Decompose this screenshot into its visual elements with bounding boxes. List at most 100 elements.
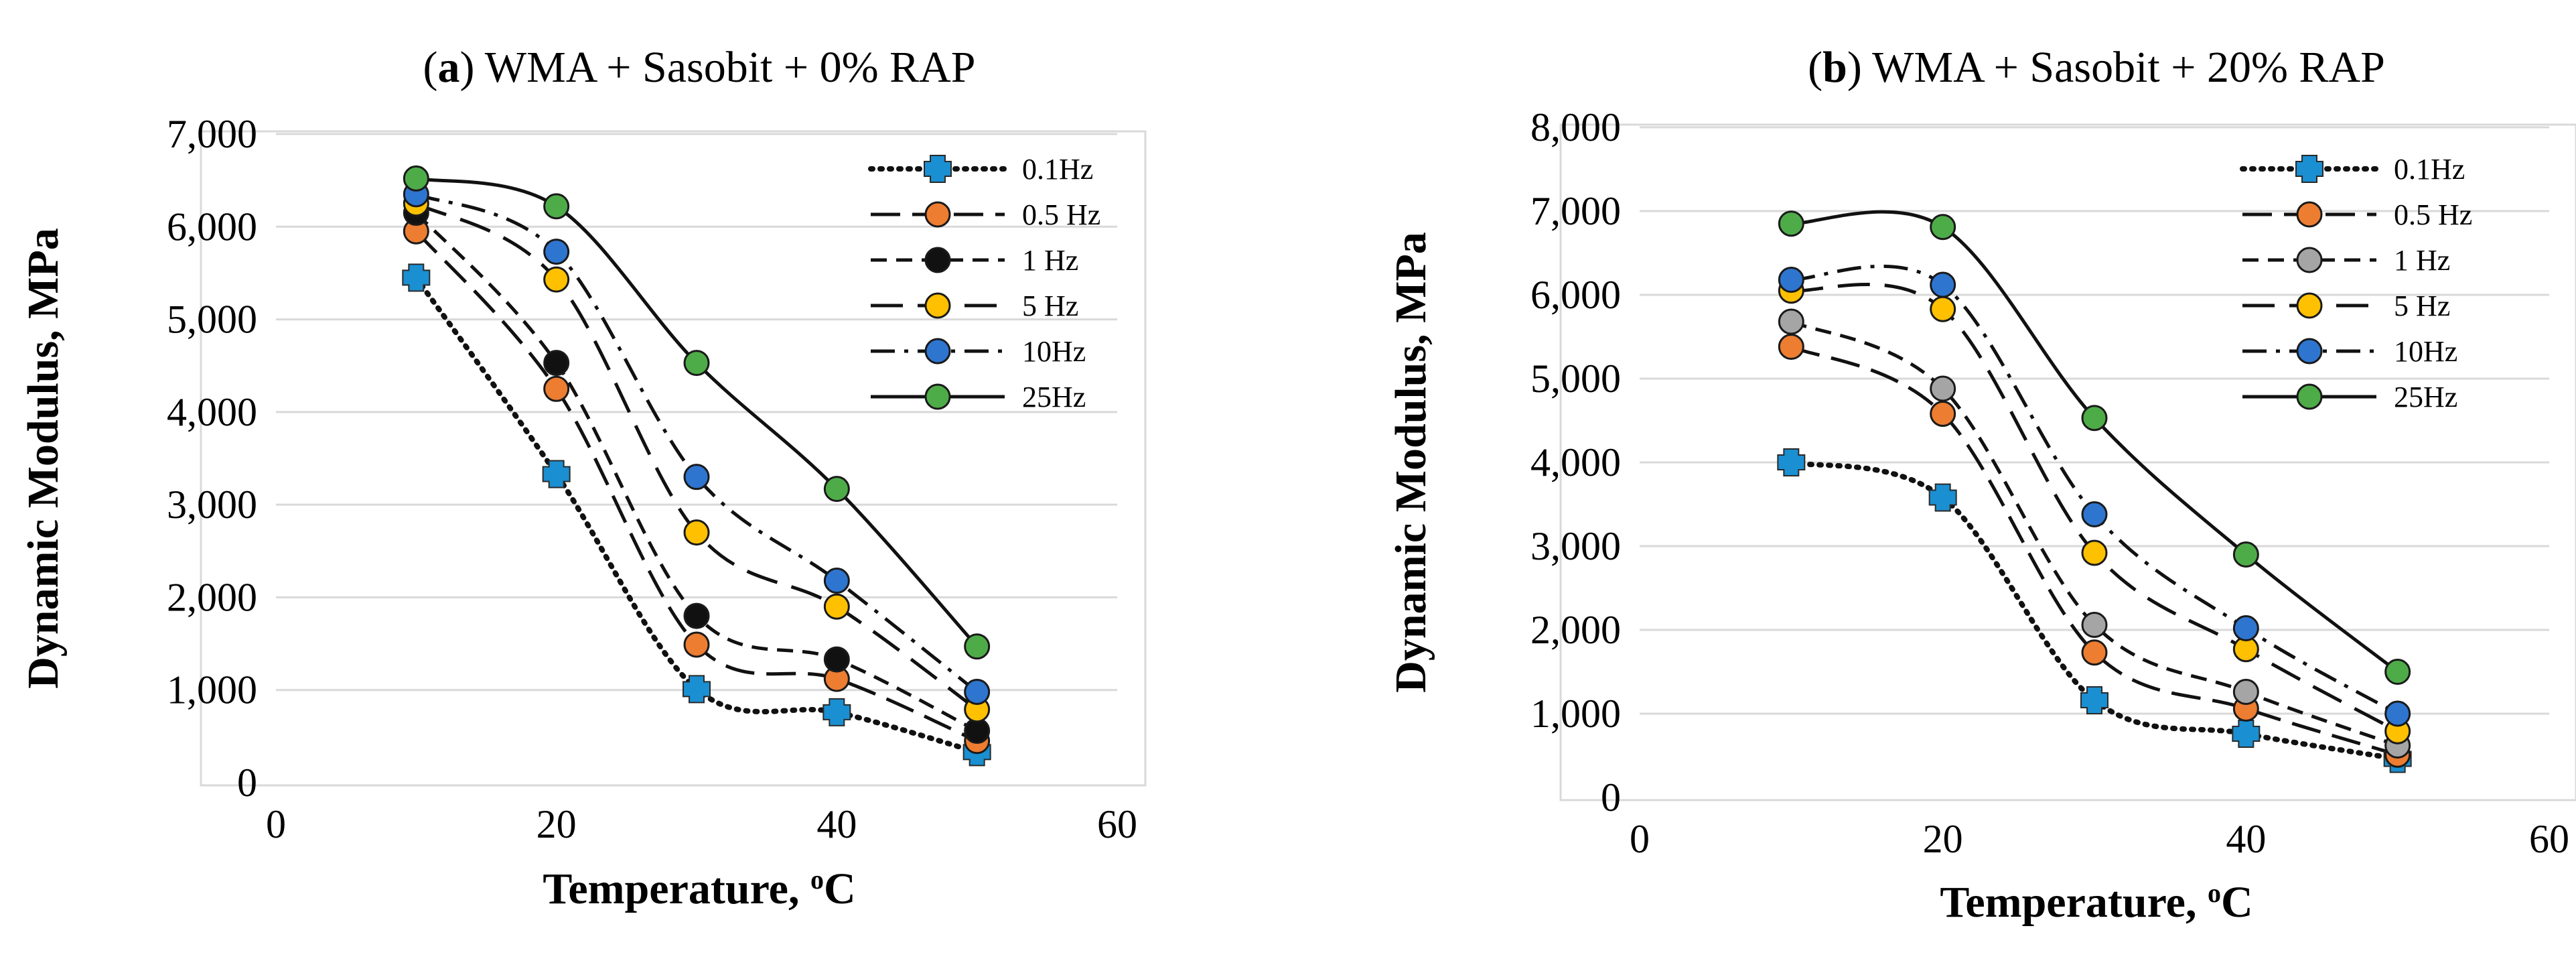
data-point (403, 165, 429, 192)
data-point (542, 460, 571, 489)
data-point (2081, 639, 2108, 666)
y-tick-label: 2,000 (1530, 608, 1621, 652)
data-point (823, 568, 850, 594)
x-tick-label: 0 (1630, 817, 1650, 861)
series-line-4 (415, 192, 979, 694)
data-point (683, 519, 710, 546)
x-tick-label: 40 (2226, 817, 2266, 861)
y-tick-label: 5,000 (1530, 356, 1621, 401)
legend-marker (924, 292, 951, 319)
legend-label: 0.5 Hz (1022, 198, 1100, 231)
x-tick-label: 40 (816, 802, 857, 846)
data-point (683, 631, 710, 658)
legend-label: 10Hz (1022, 335, 1086, 368)
title-paren-open: ( (423, 43, 438, 92)
x-axis-label: Temperature, oC (1940, 878, 2252, 927)
data-point (683, 675, 711, 704)
y-tick-label: 4,000 (1530, 440, 1621, 484)
data-point (1778, 210, 1804, 237)
data-point (2081, 501, 2108, 527)
plot-area-border (1559, 123, 2576, 801)
data-point (1778, 267, 1804, 293)
title-paren-open: ( (1808, 43, 1822, 92)
y-tick-label: 7,000 (167, 112, 257, 156)
legend-marker (2296, 338, 2323, 365)
data-point (543, 266, 570, 293)
series-line-4 (1791, 264, 2399, 716)
legend-marker (2296, 201, 2323, 228)
legend-label: 0.5 Hz (2394, 198, 2472, 231)
data-point (1930, 214, 1956, 241)
data-point (1777, 448, 1806, 476)
legend-label: 1 Hz (1022, 244, 1078, 277)
data-point (964, 678, 991, 705)
data-point (823, 593, 850, 620)
chart-title: (a) WMA + Sasobit + 0% RAP (423, 43, 976, 92)
title-paren-close: ) (460, 43, 485, 92)
y-tick-label: 8,000 (1530, 105, 1621, 149)
plot-area-border (200, 130, 1147, 787)
y-axis-label: Dynamic Modulus, MPa (1386, 232, 1435, 693)
x-tick-label: 60 (1097, 802, 1137, 846)
x-tick-label: 0 (266, 802, 286, 846)
y-tick-label: 1,000 (1530, 692, 1621, 736)
legend-label: 25Hz (2394, 381, 2457, 413)
legend-label: 0.1Hz (1022, 153, 1093, 186)
data-point (1930, 271, 1956, 298)
legend-marker (2296, 292, 2323, 319)
legend-marker (924, 383, 951, 410)
y-tick-label: 1,000 (167, 668, 257, 712)
data-point (1930, 296, 1956, 322)
y-tick-label: 0 (237, 761, 257, 805)
data-point (402, 263, 431, 292)
data-point (823, 476, 850, 503)
legend-label: 5 Hz (2394, 289, 2450, 322)
data-point (2081, 539, 2108, 566)
chart-b: (b) WMA + Sasobit + 20% RAP 0 1,000 2,000 3,… (1386, 43, 2576, 927)
data-point (1778, 308, 1804, 335)
chart-title: (b) WMA + Sasobit + 20% RAP (1808, 43, 2385, 92)
data-point (683, 464, 710, 491)
legend-marker (924, 338, 951, 365)
y-tick-label: 6,000 (167, 204, 257, 249)
data-point (822, 698, 851, 726)
y-tick-label: 3,000 (167, 482, 257, 527)
x-tick-label: 20 (536, 802, 577, 846)
data-point (1928, 483, 1957, 512)
data-point (1778, 334, 1804, 360)
data-point (543, 350, 570, 377)
y-tick-label: 2,000 (167, 575, 257, 619)
y-tick-label: 6,000 (1530, 273, 1621, 317)
legend-label: 10Hz (2394, 335, 2457, 368)
legend-marker (2296, 247, 2323, 273)
legend-label: 0.1Hz (2394, 153, 2465, 186)
legend-marker (924, 155, 952, 183)
title-text: WMA + Sasobit + 0% RAP (485, 43, 976, 92)
series-line-5 (1791, 210, 2399, 673)
data-point (823, 646, 850, 673)
data-point (1930, 401, 1956, 427)
data-point (2232, 720, 2261, 748)
data-point (543, 193, 570, 220)
legend-label: 25Hz (1022, 381, 1086, 413)
title-paren-close: ) (1847, 43, 1872, 92)
data-point (964, 633, 991, 660)
x-tick-label: 60 (2529, 817, 2569, 861)
data-point (2384, 700, 2411, 727)
legend-label: 1 Hz (2394, 244, 2450, 277)
series-line-1 (415, 230, 978, 743)
y-tick-label: 4,000 (167, 390, 257, 434)
title-letter: b (1822, 43, 1847, 92)
y-tick-label: 3,000 (1530, 524, 1621, 568)
series-line-0 (413, 275, 980, 755)
series-line-1 (1790, 345, 2399, 757)
y-axis-label: Dynamic Modulus, MPa (19, 228, 68, 689)
series-line-2 (1790, 320, 2399, 747)
data-point (2080, 686, 2108, 714)
data-point (1930, 375, 1956, 402)
legend: 0.1Hz 0.5 Hz 1 Hz 5 Hz 10Hz 25Hz (868, 153, 1100, 413)
x-tick-label: 20 (1923, 817, 1963, 861)
chart-a: (a) WMA + Sasobit + 0% RAP 0 1,000 2,000 3,0… (19, 43, 1147, 913)
data-point (543, 375, 570, 402)
